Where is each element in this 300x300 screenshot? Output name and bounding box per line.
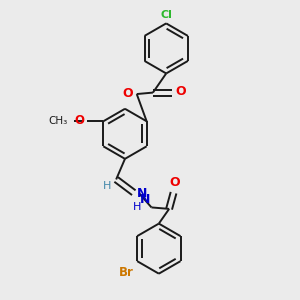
Text: N: N <box>137 187 147 200</box>
Text: O: O <box>123 87 133 100</box>
Text: Br: Br <box>119 266 134 279</box>
Text: O: O <box>75 114 85 127</box>
Text: H: H <box>103 181 112 191</box>
Text: Cl: Cl <box>160 10 172 20</box>
Text: O: O <box>176 85 186 98</box>
Text: O: O <box>170 176 180 189</box>
Text: N: N <box>140 193 150 206</box>
Text: H: H <box>133 202 141 212</box>
Text: CH₃: CH₃ <box>49 116 68 126</box>
